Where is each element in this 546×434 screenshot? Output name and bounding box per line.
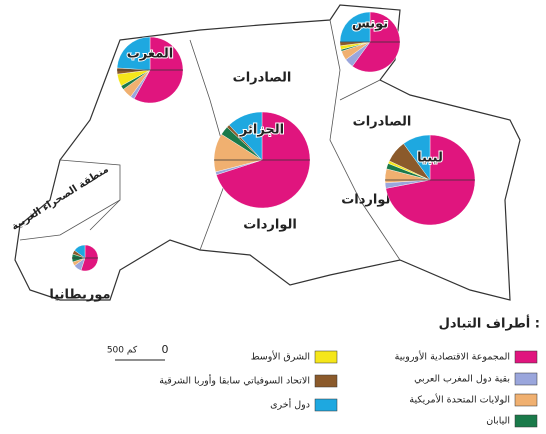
legend-swatch [314, 350, 338, 364]
border-line [189, 39, 231, 251]
legend-swatch [314, 398, 338, 412]
legend-swatch [514, 372, 538, 386]
country-label: ليبيا [417, 151, 443, 166]
imports-label: الواردات [243, 218, 297, 233]
pie-slice [403, 134, 431, 181]
border-line [339, 79, 381, 101]
legend-label: دول أخرى [270, 398, 310, 411]
legend-label: الاتحاد السوفياتي سابقا وأوربا الشرقية [159, 374, 310, 387]
legend-label: الشرق الأوسط [251, 351, 310, 363]
country-label: المغرب [127, 47, 174, 62]
country-label: موريطانيا [49, 288, 110, 303]
legend-label: الولايات المتحدة الأمريكية [409, 394, 510, 406]
pie-slice [339, 11, 371, 43]
country-label: تونس [352, 17, 388, 32]
exports-label: الصادرات [353, 115, 412, 130]
legend-label: اليابان [486, 416, 510, 427]
legend-swatch [514, 350, 538, 364]
scale-length: 500 كم [107, 346, 138, 356]
pie-slice [74, 244, 86, 259]
legend-swatch [514, 393, 538, 407]
pie-slice [116, 36, 151, 71]
border-line [89, 199, 121, 231]
legend-swatch [314, 374, 338, 388]
exports-label: الصادرات [233, 71, 292, 86]
pie-slice [228, 111, 263, 161]
imports-label: الواردات [341, 193, 395, 208]
legend-label: بقية دول المغرب العربي [414, 374, 510, 385]
legend-swatch [514, 414, 538, 428]
legend-label: المجموعة الاقتصادية الأوروبية [395, 351, 510, 363]
border-line [329, 19, 401, 261]
country-label: الجزائر [239, 123, 284, 138]
legend-title: أطراف التبادل : [439, 315, 540, 332]
scale-zero: 0 [162, 343, 169, 356]
